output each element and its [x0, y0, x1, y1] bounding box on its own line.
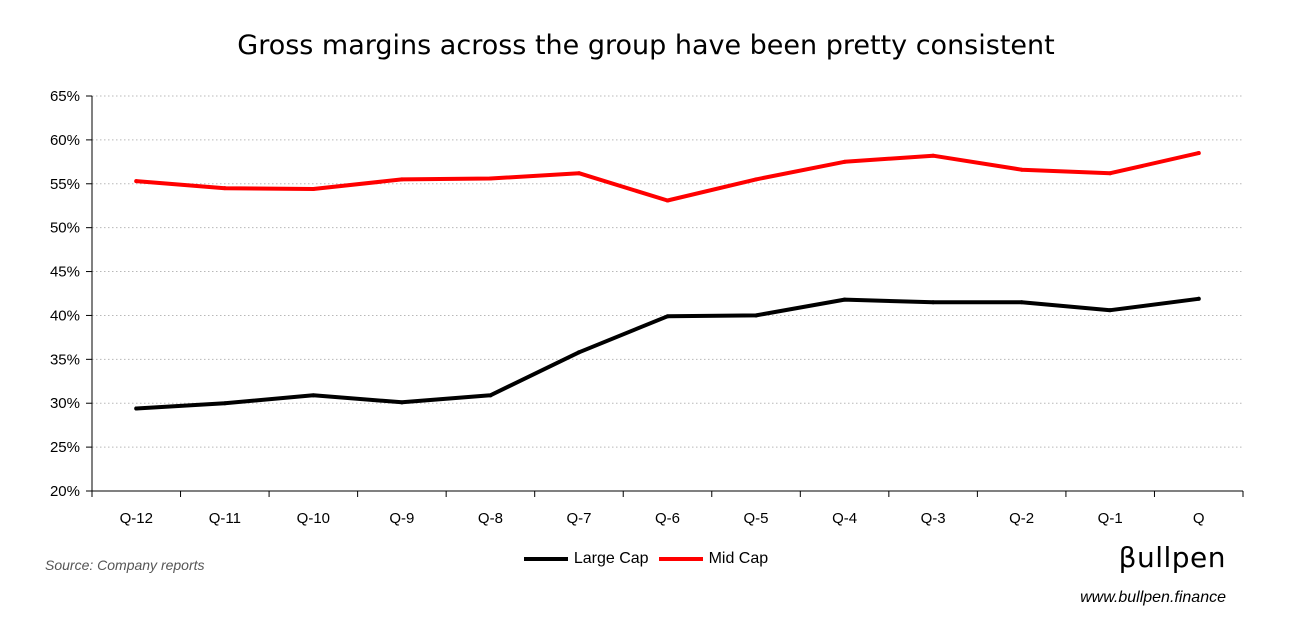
data-point-mid-cap — [222, 186, 227, 191]
legend-item-large-cap: Large Cap — [523, 550, 649, 568]
data-point-mid-cap — [1019, 167, 1024, 172]
legend-swatch-mid-cap — [658, 557, 703, 561]
brand-logo: βullpen — [1118, 541, 1226, 574]
data-point-mid-cap — [842, 159, 847, 164]
y-tick-label: 50% — [50, 220, 80, 237]
y-tick-label: 30% — [50, 395, 80, 412]
data-point-large-cap — [311, 393, 316, 398]
gridlines — [92, 95, 1243, 448]
data-point-mid-cap — [576, 171, 581, 176]
legend-item-mid-cap: Mid Cap — [658, 550, 769, 568]
data-point-large-cap — [576, 350, 581, 355]
data-point-mid-cap — [754, 177, 759, 182]
x-tick-label: Q-4 — [832, 510, 857, 527]
data-point-mid-cap — [1108, 171, 1113, 176]
x-tick-label: Q-11 — [209, 510, 241, 527]
x-tick-label: Q-7 — [566, 510, 591, 527]
x-tick-label: Q-6 — [655, 510, 680, 527]
axes — [86, 95, 1244, 497]
data-point-large-cap — [1196, 296, 1201, 301]
y-tick-labels: 20% 25% 30% 35% 40% 45% 50% 55% 60% 65% — [50, 88, 80, 500]
x-tick-label: Q-9 — [389, 510, 414, 527]
data-point-large-cap — [754, 313, 759, 318]
y-tick-label: 25% — [50, 439, 80, 456]
source-note: Source: Company reports — [45, 557, 205, 573]
x-tick-label: Q-12 — [120, 510, 153, 527]
legend-swatch-large-cap — [523, 557, 568, 561]
data-point-large-cap — [1019, 300, 1024, 305]
data-point-large-cap — [488, 393, 493, 398]
y-tick-label: 55% — [50, 176, 80, 193]
y-tick-label: 60% — [50, 132, 80, 149]
data-point-mid-cap — [488, 176, 493, 181]
y-tick-label: 35% — [50, 351, 80, 368]
data-point-mid-cap — [134, 179, 139, 184]
y-tick-label: 20% — [50, 483, 80, 500]
data-point-large-cap — [222, 401, 227, 406]
data-point-large-cap — [931, 300, 936, 305]
legend: Large Cap Mid Cap — [0, 550, 1292, 568]
x-tick-label: Q-3 — [921, 510, 946, 527]
data-point-large-cap — [842, 297, 847, 302]
x-tick-label: Q-5 — [744, 510, 769, 527]
data-point-large-cap — [1108, 308, 1113, 313]
data-point-mid-cap — [931, 153, 936, 158]
x-tick-label: Q-10 — [297, 510, 330, 527]
data-point-large-cap — [134, 406, 139, 411]
x-tick-label: Q-8 — [478, 510, 503, 527]
website-url: www.bullpen.finance — [1080, 589, 1226, 606]
y-tick-label: 40% — [50, 307, 80, 324]
y-tick-label: 45% — [50, 264, 80, 281]
legend-label-mid-cap: Mid Cap — [708, 550, 769, 567]
x-tick-label: Q — [1193, 510, 1205, 527]
data-point-mid-cap — [665, 198, 670, 203]
y-tick-label: 65% — [50, 88, 80, 105]
data-point-mid-cap — [311, 187, 316, 192]
data-point-mid-cap — [1196, 151, 1201, 156]
data-point-large-cap — [399, 400, 404, 405]
series-lines — [134, 151, 1201, 411]
chart-title: Gross margins across the group have been… — [237, 30, 1055, 61]
legend-label-large-cap: Large Cap — [573, 550, 649, 567]
series-line-mid-cap — [134, 151, 1201, 203]
x-tick-label: Q-2 — [1009, 510, 1034, 527]
x-tick-label: Q-1 — [1098, 510, 1123, 527]
data-point-mid-cap — [399, 177, 404, 182]
data-point-large-cap — [665, 314, 670, 319]
x-tick-labels: Q-12 Q-11 Q-10 Q-9 Q-8 Q-7 Q-6 Q-5 Q-4 Q-3 Q-2 Q-1 Q — [120, 510, 1205, 527]
